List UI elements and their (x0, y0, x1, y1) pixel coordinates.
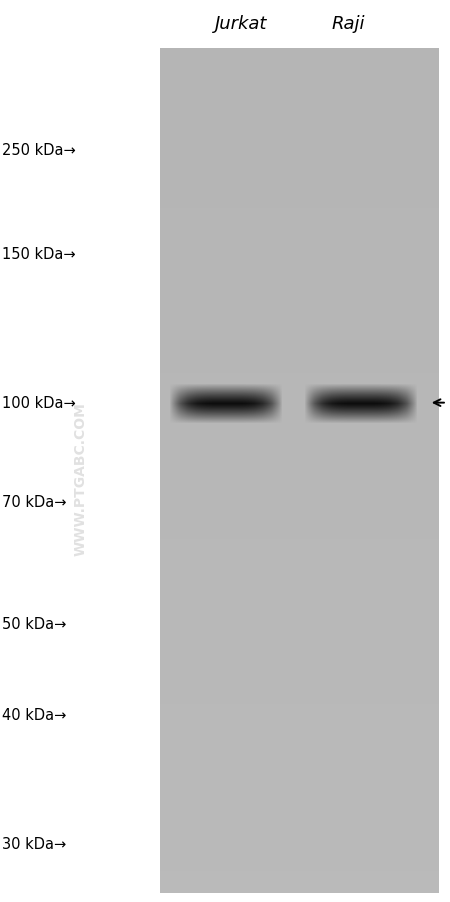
Text: 250 kDa→: 250 kDa→ (2, 143, 76, 158)
Text: 50 kDa→: 50 kDa→ (2, 617, 67, 631)
Text: 70 kDa→: 70 kDa→ (2, 495, 67, 510)
Text: 150 kDa→: 150 kDa→ (2, 247, 76, 262)
Text: 40 kDa→: 40 kDa→ (2, 707, 67, 722)
Text: 30 kDa→: 30 kDa→ (2, 836, 67, 851)
Text: Jurkat: Jurkat (215, 15, 267, 33)
Text: Raji: Raji (332, 15, 365, 33)
Text: WWW.PTGABC.COM: WWW.PTGABC.COM (73, 401, 87, 555)
Text: 100 kDa→: 100 kDa→ (2, 396, 76, 410)
